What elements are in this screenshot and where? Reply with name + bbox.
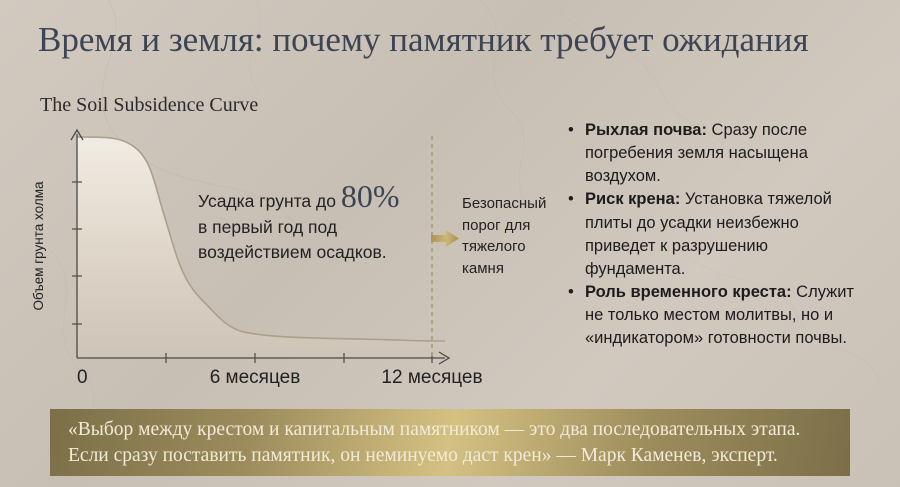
svg-text:6 месяцев: 6 месяцев — [210, 367, 301, 388]
svg-text:12 месяцев: 12 месяцев — [381, 367, 482, 388]
svg-text:Объем грунта холма: Объем грунта холма — [31, 181, 46, 311]
svg-text:0: 0 — [77, 367, 88, 388]
